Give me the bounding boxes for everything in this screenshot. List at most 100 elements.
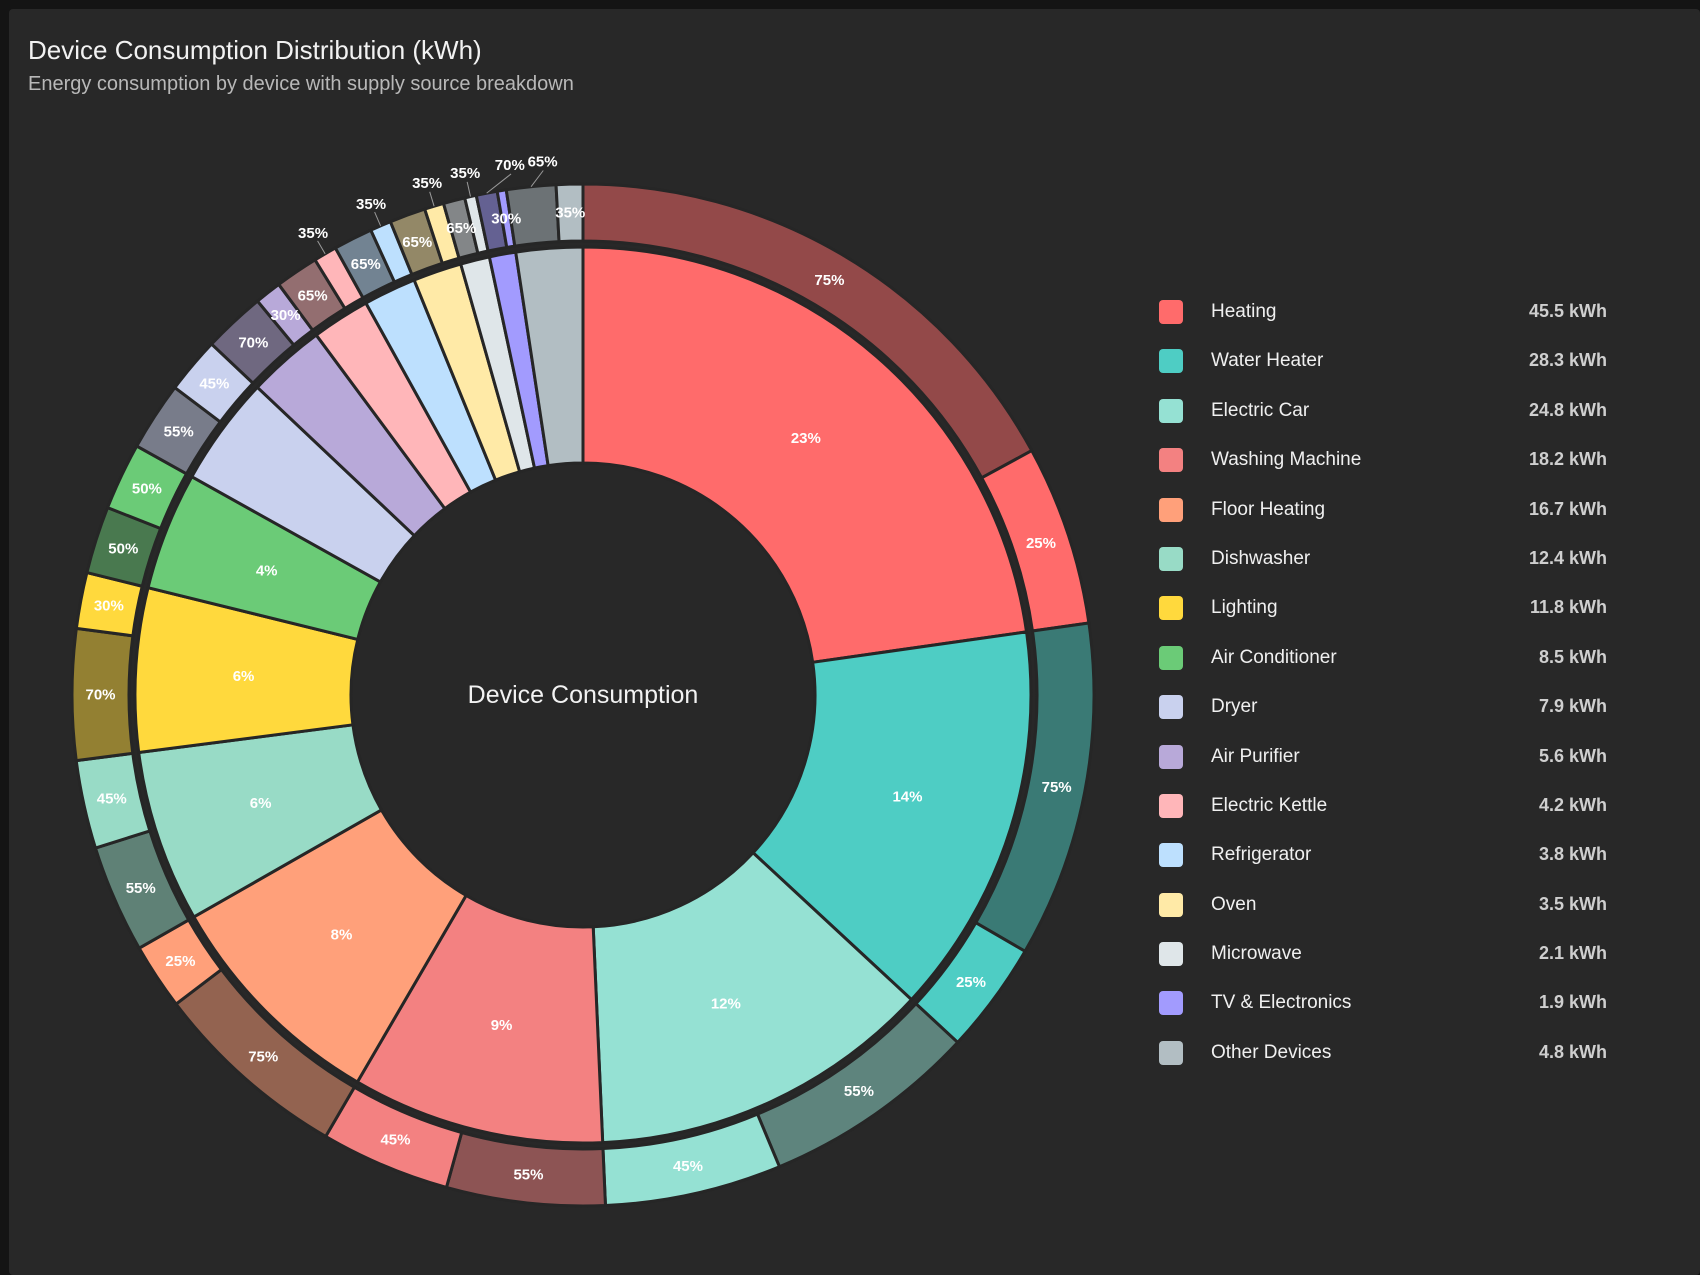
- outer-slice-label: 30%: [271, 307, 301, 324]
- outer-slice-label: 55%: [513, 1166, 543, 1183]
- legend-label: Dishwasher: [1211, 547, 1311, 569]
- legend-swatch: [1159, 546, 1183, 571]
- legend-label: Other Devices: [1211, 1041, 1332, 1063]
- outer-slice-label: 45%: [380, 1132, 410, 1149]
- legend-label: Electric Car: [1211, 399, 1310, 421]
- legend-value: 2.1 kWh: [1538, 943, 1607, 964]
- legend-value: 8.5 kWh: [1538, 646, 1607, 667]
- inner-slice-water-heater[interactable]: [751, 630, 1033, 1002]
- legend-item[interactable]: Washing Machine 18.2 kWh: [1159, 446, 1619, 495]
- outer-slice-label: 55%: [164, 424, 194, 441]
- outer-slice-label: 35%: [356, 196, 386, 213]
- chart-title: Device Consumption Distribution (kWh): [28, 35, 482, 65]
- legend-label: Electric Kettle: [1211, 794, 1328, 816]
- legend-label: Air Conditioner: [1211, 646, 1337, 668]
- legend-item[interactable]: TV & Electronics 1.9 kWh: [1159, 989, 1619, 1038]
- label-leader-line: [374, 211, 382, 227]
- outer-slice-label: 35%: [298, 225, 328, 242]
- outer-slice-label: 45%: [673, 1158, 703, 1175]
- outer-slice-label: 35%: [412, 175, 442, 192]
- outer-slice-label: 25%: [956, 974, 986, 991]
- inner-slice-label: 4%: [256, 562, 278, 579]
- outer-slice-label: 65%: [446, 220, 476, 237]
- legend-swatch: [1159, 349, 1183, 374]
- outer-slice-label: 45%: [97, 791, 127, 808]
- legend-item[interactable]: Floor Heating 16.7 kWh: [1159, 496, 1619, 545]
- label-leader-line: [429, 191, 435, 207]
- legend-item[interactable]: Other Devices 4.8 kWh: [1159, 1039, 1619, 1088]
- inner-slice-label: 23%: [791, 430, 821, 447]
- legend-swatch: [1159, 300, 1183, 324]
- legend-swatch: [1159, 398, 1183, 423]
- legend-label: Refrigerator: [1211, 844, 1312, 866]
- inner-slice-label: 14%: [892, 789, 922, 806]
- outer-slice-label: 70%: [238, 335, 268, 352]
- legend-label: TV & Electronics: [1211, 992, 1352, 1014]
- legend-item[interactable]: Heating 45.5 kWh: [1159, 298, 1619, 347]
- outer-slice-label: 65%: [528, 154, 558, 171]
- legend-value: 4.2 kWh: [1538, 794, 1607, 815]
- legend-label: Air Purifier: [1211, 745, 1300, 767]
- outer-slice-label: 70%: [495, 157, 525, 174]
- inner-slice-label: 12%: [711, 996, 741, 1013]
- label-leader-lines: [317, 170, 544, 255]
- legend: Heating 45.5 kWh Water Heater 28.3 kWh E…: [1159, 298, 1619, 1088]
- legend-value: 4.8 kWh: [1538, 1041, 1607, 1062]
- legend-item[interactable]: Electric Kettle 4.2 kWh: [1159, 792, 1619, 841]
- legend-value: 28.3 kWh: [1528, 350, 1607, 371]
- legend-label: Heating: [1211, 301, 1277, 322]
- outer-slice-label: 55%: [126, 880, 156, 897]
- legend-value: 7.9 kWh: [1538, 696, 1607, 717]
- outer-slice-label: 75%: [814, 272, 844, 289]
- legend-item[interactable]: Water Heater 28.3 kWh: [1159, 347, 1619, 396]
- legend-item[interactable]: Lighting 11.8 kWh: [1159, 594, 1619, 643]
- label-leader-line: [530, 170, 544, 187]
- label-leader-line: [466, 181, 471, 197]
- legend-item[interactable]: Air Conditioner 8.5 kWh: [1159, 644, 1619, 693]
- inner-slice-electric-car[interactable]: [591, 851, 913, 1145]
- legend-swatch: [1159, 695, 1183, 720]
- inner-slice-label: 8%: [331, 926, 353, 943]
- inner-ring: [133, 245, 1033, 1145]
- legend-swatch: [1159, 448, 1183, 473]
- outer-slice-label: 55%: [844, 1083, 874, 1100]
- legend-swatch: [1159, 497, 1183, 522]
- legend-value: 3.5 kWh: [1538, 893, 1607, 914]
- legend-label: Lighting: [1211, 597, 1278, 619]
- legend-swatch: [1159, 843, 1183, 868]
- legend-item[interactable]: Refrigerator 3.8 kWh: [1159, 841, 1619, 890]
- legend-item[interactable]: Air Purifier 5.6 kWh: [1159, 743, 1619, 792]
- inner-slice-label: 6%: [250, 795, 272, 812]
- legend-value: 12.4 kWh: [1528, 547, 1607, 568]
- outer-ring: [70, 182, 1096, 1208]
- legend-label: Washing Machine: [1211, 449, 1362, 471]
- legend-swatch: [1159, 1040, 1183, 1065]
- legend-item[interactable]: Microwave 2.1 kWh: [1159, 940, 1619, 989]
- outer-slice-label: 65%: [402, 234, 432, 251]
- legend-value: 45.5 kWh: [1528, 301, 1607, 321]
- legend-swatch: [1159, 596, 1183, 621]
- outer-slice[interactable]: [554, 182, 585, 244]
- inner-slice-heating[interactable]: [581, 245, 1029, 664]
- legend-value: 5.6 kWh: [1538, 745, 1607, 766]
- legend-item[interactable]: Dryer 7.9 kWh: [1159, 693, 1619, 742]
- legend-value: 11.8 kWh: [1529, 597, 1607, 618]
- legend-item[interactable]: Dishwasher 12.4 kWh: [1159, 545, 1619, 594]
- legend-value: 3.8 kWh: [1538, 844, 1607, 865]
- outer-slice-label: 65%: [351, 256, 381, 273]
- legend-label: Water Heater: [1211, 350, 1324, 372]
- legend-label: Oven: [1211, 893, 1257, 915]
- legend-swatch: [1159, 892, 1183, 917]
- outer-slice-label: 25%: [165, 953, 195, 970]
- legend-item[interactable]: Oven 3.5 kWh: [1159, 891, 1619, 940]
- inner-slice-other-devices[interactable]: [514, 245, 585, 468]
- label-leader-line: [486, 173, 512, 194]
- legend-item[interactable]: Electric Car 24.8 kWh: [1159, 397, 1619, 446]
- outer-slice-label: 65%: [298, 287, 328, 304]
- legend-swatch: [1159, 744, 1183, 769]
- legend-value: 18.2 kWh: [1528, 449, 1607, 470]
- legend-label: Floor Heating: [1211, 498, 1326, 520]
- label-leader-line: [317, 240, 326, 255]
- legend-swatch: [1159, 793, 1183, 818]
